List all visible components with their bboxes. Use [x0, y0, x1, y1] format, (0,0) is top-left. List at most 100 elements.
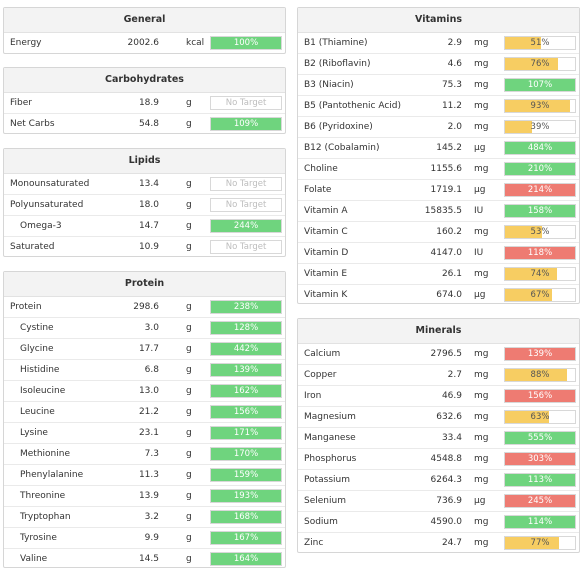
target-progress-fill: [211, 385, 281, 397]
target-progress-fill: [211, 301, 281, 313]
protein-panel: Protein Protein 298.6 g 238% Cystine 3.0 g 128%…: [3, 271, 286, 568]
target-percent-label: 100%: [233, 38, 259, 48]
minerals-panel: Minerals Calcium 2796.5 mg 139% Copper 2.7 mg 8…: [297, 318, 580, 553]
nutrient-row-vitamin-c[interactable]: Vitamin C 160.2 mg 53%: [298, 222, 579, 243]
vitamins-panel: Vitamins B1 (Thiamine) 2.9 mg 51% B2 (Ribofl…: [297, 7, 580, 304]
target-progress-fill: [211, 532, 281, 544]
nutrient-row-b12-cobalamin[interactable]: B12 (Cobalamin) 145.2 µg 484%: [298, 138, 579, 159]
nutrient-name: Protein: [10, 302, 42, 312]
nutrient-row-saturated[interactable]: Saturated 10.9 g No Target: [4, 237, 285, 258]
nutrient-row-glycine[interactable]: Glycine 17.7 g 442%: [4, 339, 285, 360]
nutrient-name: B12 (Cobalamin): [304, 143, 380, 153]
target-percent-label: 156%: [233, 407, 259, 417]
target-percent-label: 164%: [233, 554, 259, 564]
nutrient-row-manganese[interactable]: Manganese 33.4 mg 555%: [298, 428, 579, 449]
target-progress-bar: 158%: [504, 204, 576, 218]
protein-rows: Protein 298.6 g 238% Cystine 3.0 g 128% Glycine 1…: [4, 297, 285, 570]
nutrient-row-omega-3[interactable]: Omega-3 14.7 g 244%: [4, 216, 285, 237]
nutrient-row-tryptophan[interactable]: Tryptophan 3.2 g 168%: [4, 507, 285, 528]
nutrient-unit: g: [186, 470, 192, 480]
target-progress-bar: 214%: [504, 183, 576, 197]
nutrient-row-potassium[interactable]: Potassium 6264.3 mg 113%: [298, 470, 579, 491]
target-progress-bar: 128%: [210, 321, 282, 335]
target-progress-fill: [505, 184, 575, 196]
nutrient-row-monounsaturated[interactable]: Monounsaturated 13.4 g No Target: [4, 174, 285, 195]
protein-panel-title: Protein: [4, 272, 285, 297]
nutrient-unit: IU: [474, 206, 484, 216]
nutrient-row-selenium[interactable]: Selenium 736.9 µg 245%: [298, 491, 579, 512]
nutrient-unit: g: [186, 200, 192, 210]
nutrient-row-leucine[interactable]: Leucine 21.2 g 156%: [4, 402, 285, 423]
nutrient-name: Glycine: [20, 344, 54, 354]
nutrient-name: Phosphorus: [304, 454, 357, 464]
nutrient-row-vitamin-a[interactable]: Vitamin A 15835.5 IU 158%: [298, 201, 579, 222]
nutrient-row-vitamin-d[interactable]: Vitamin D 4147.0 IU 118%: [298, 243, 579, 264]
nutrient-row-b2-riboflavin[interactable]: B2 (Riboflavin) 4.6 mg 76%: [298, 54, 579, 75]
nutrient-row-polyunsaturated[interactable]: Polyunsaturated 18.0 g No Target: [4, 195, 285, 216]
nutrient-row-copper[interactable]: Copper 2.7 mg 88%: [298, 365, 579, 386]
target-progress-bar: 113%: [504, 473, 576, 487]
nutrient-row-vitamin-k[interactable]: Vitamin K 674.0 µg 67%: [298, 285, 579, 306]
nutrient-row-isoleucine[interactable]: Isoleucine 13.0 g 162%: [4, 381, 285, 402]
nutrient-row-fiber[interactable]: Fiber 18.9 g No Target: [4, 93, 285, 114]
nutrient-name: Iron: [304, 391, 322, 401]
nutrient-name: Histidine: [20, 365, 60, 375]
nutrient-row-vitamin-e[interactable]: Vitamin E 26.1 mg 74%: [298, 264, 579, 285]
nutrient-name: Vitamin K: [304, 290, 348, 300]
nutrient-row-cystine[interactable]: Cystine 3.0 g 128%: [4, 318, 285, 339]
nutrient-row-folate[interactable]: Folate 1719.1 µg 214%: [298, 180, 579, 201]
nutrient-row-b6-pyridoxine[interactable]: B6 (Pyridoxine) 2.0 mg 39%: [298, 117, 579, 138]
target-percent-label: No Target: [225, 179, 267, 189]
nutrient-name: Isoleucine: [20, 386, 66, 396]
nutrient-row-energy[interactable]: Energy 2002.6 kcal 100%: [4, 33, 285, 54]
nutrient-row-phenylalanine[interactable]: Phenylalanine 11.3 g 159%: [4, 465, 285, 486]
target-percent-label: 167%: [233, 533, 259, 543]
nutrient-unit: mg: [474, 227, 489, 237]
nutrient-name: Potassium: [304, 475, 351, 485]
carbohydrates-panel: Carbohydrates Fiber 18.9 g No Target Net Car…: [3, 67, 286, 134]
nutrient-row-net-carbs[interactable]: Net Carbs 54.8 g 109%: [4, 114, 285, 135]
nutrient-row-protein[interactable]: Protein 298.6 g 238%: [4, 297, 285, 318]
nutrient-unit: g: [186, 221, 192, 231]
nutrient-row-threonine[interactable]: Threonine 13.9 g 193%: [4, 486, 285, 507]
nutrient-row-calcium[interactable]: Calcium 2796.5 mg 139%: [298, 344, 579, 365]
target-progress-bar: 484%: [504, 141, 576, 155]
target-percent-label: 107%: [527, 80, 553, 90]
target-progress-bar: 88%: [504, 368, 576, 382]
nutrient-row-histidine[interactable]: Histidine 6.8 g 139%: [4, 360, 285, 381]
target-progress-fill: [505, 58, 559, 70]
nutrient-unit: g: [186, 344, 192, 354]
nutrient-row-magnesium[interactable]: Magnesium 632.6 mg 63%: [298, 407, 579, 428]
nutrient-name: Sodium: [304, 517, 338, 527]
target-progress-fill: [211, 553, 281, 565]
minerals-panel-title: Minerals: [298, 319, 579, 344]
nutrient-name: Vitamin A: [304, 206, 348, 216]
nutrient-row-phosphorus[interactable]: Phosphorus 4548.8 mg 303%: [298, 449, 579, 470]
nutrient-row-lysine[interactable]: Lysine 23.1 g 171%: [4, 423, 285, 444]
nutrient-row-zinc[interactable]: Zinc 24.7 mg 77%: [298, 533, 579, 554]
nutrient-unit: mg: [474, 122, 489, 132]
target-progress-fill: [505, 453, 575, 465]
target-progress-fill: [211, 469, 281, 481]
target-progress-fill: [505, 369, 567, 381]
nutrient-row-methionine[interactable]: Methionine 7.3 g 170%: [4, 444, 285, 465]
target-progress-fill: [211, 448, 281, 460]
target-percent-label: 171%: [233, 428, 259, 438]
nutrient-row-valine[interactable]: Valine 14.5 g 164%: [4, 549, 285, 570]
nutrient-row-sodium[interactable]: Sodium 4590.0 mg 114%: [298, 512, 579, 533]
nutrient-row-b5-pantothenic-acid[interactable]: B5 (Pantothenic Acid) 11.2 mg 93%: [298, 96, 579, 117]
target-progress-bar: 93%: [504, 99, 576, 113]
target-progress-bar: 139%: [210, 363, 282, 377]
nutrient-row-b3-niacin[interactable]: B3 (Niacin) 75.3 mg 107%: [298, 75, 579, 96]
nutrient-row-iron[interactable]: Iron 46.9 mg 156%: [298, 386, 579, 407]
nutrient-row-b1-thiamine[interactable]: B1 (Thiamine) 2.9 mg 51%: [298, 33, 579, 54]
target-percent-label: 244%: [233, 221, 259, 231]
target-progress-fill: [505, 411, 550, 423]
nutrient-unit: µg: [474, 290, 486, 300]
target-progress-bar: 109%: [210, 117, 282, 131]
target-progress-fill: [211, 511, 281, 523]
target-percent-label: 245%: [527, 496, 553, 506]
nutrient-row-tyrosine[interactable]: Tyrosine 9.9 g 167%: [4, 528, 285, 549]
nutrient-row-choline[interactable]: Choline 1155.6 mg 210%: [298, 159, 579, 180]
target-progress-bar: 114%: [504, 515, 576, 529]
